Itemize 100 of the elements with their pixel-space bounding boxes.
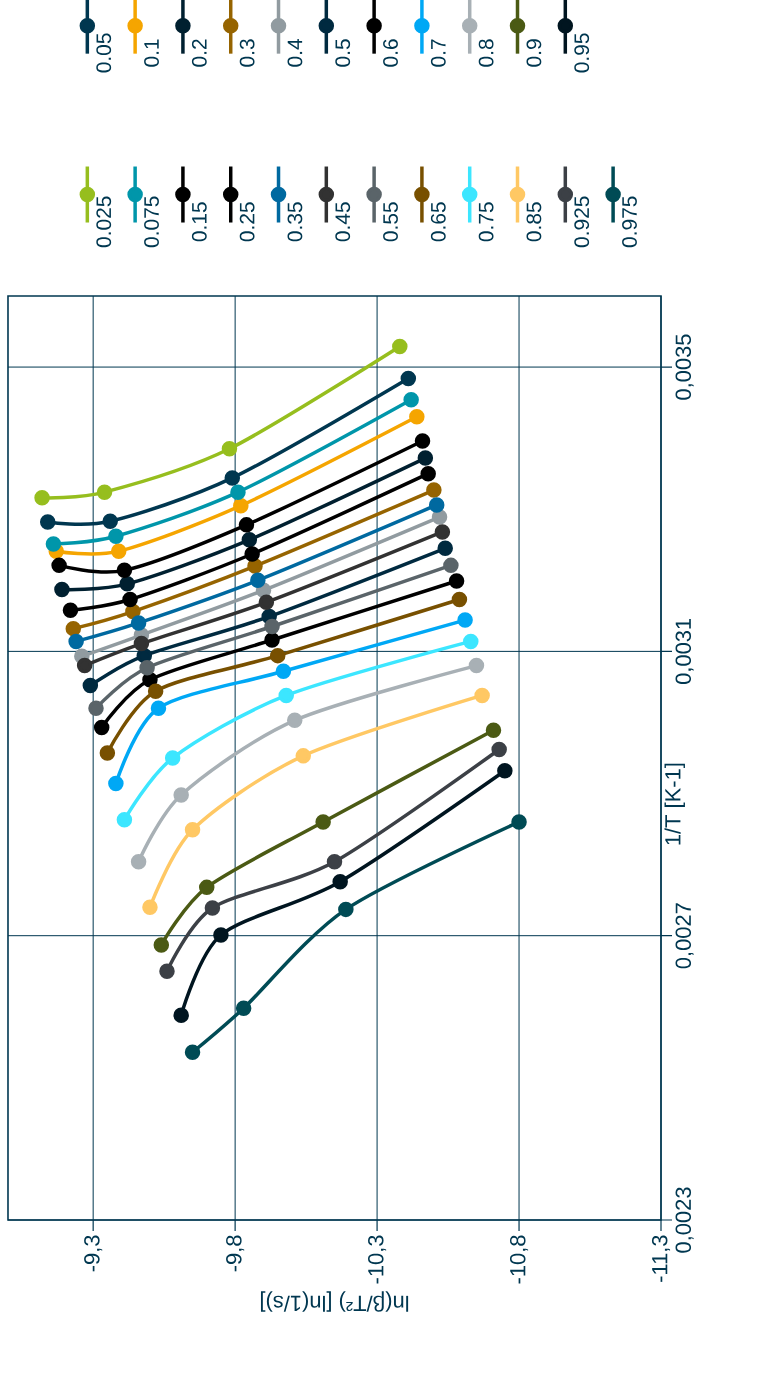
- legend-label: 0.6: [383, 39, 398, 67]
- legend-label: 0.5: [335, 39, 351, 67]
- y-tick-label: 0,0031: [675, 618, 694, 685]
- point: [88, 700, 104, 716]
- point: [224, 470, 241, 486]
- point: [198, 879, 215, 896]
- x-tick-label: -10,3: [368, 1235, 387, 1284]
- point: [159, 963, 175, 979]
- y-tick-label: 0,0023: [675, 1187, 694, 1253]
- legend-label: 0.45: [335, 202, 351, 242]
- point: [392, 338, 408, 355]
- point: [409, 409, 425, 425]
- legend-label: 0.15: [191, 202, 207, 242]
- point: [275, 663, 292, 680]
- point: [241, 532, 258, 548]
- point: [338, 901, 354, 918]
- point: [108, 528, 124, 544]
- point: [414, 433, 431, 449]
- legend-label: 0.4: [287, 39, 303, 67]
- point: [264, 618, 280, 635]
- point: [434, 524, 451, 540]
- y-tick-label: 0,0035: [675, 334, 694, 400]
- point: [497, 763, 513, 779]
- legend-label: 0.25: [239, 202, 255, 242]
- point: [244, 546, 260, 562]
- point: [133, 635, 150, 652]
- point: [204, 900, 221, 916]
- point: [96, 484, 113, 500]
- x-tick-label: -11,3: [651, 1235, 671, 1282]
- point: [511, 814, 527, 830]
- x-tick-label: -9,8: [226, 1235, 245, 1272]
- point: [76, 657, 93, 674]
- legend-label: 0.3: [239, 39, 255, 67]
- point: [34, 490, 50, 506]
- point: [247, 558, 263, 574]
- legend-label: 0.025: [96, 196, 112, 248]
- point: [468, 657, 485, 674]
- point: [457, 612, 473, 628]
- legend-label: 0.2: [191, 39, 207, 67]
- point: [278, 687, 294, 704]
- point: [116, 562, 133, 579]
- point: [82, 677, 99, 694]
- point: [130, 854, 147, 870]
- x-tick-label: -9,3: [84, 1235, 103, 1272]
- y-tick-label: 0,0027: [675, 903, 694, 969]
- point: [417, 450, 434, 466]
- legend-label: 0.975: [622, 196, 637, 248]
- point: [116, 812, 133, 828]
- point: [295, 748, 312, 764]
- point: [65, 620, 82, 637]
- point: [233, 497, 249, 514]
- point: [491, 741, 507, 758]
- point: [102, 513, 118, 530]
- point: [326, 854, 343, 870]
- point: [39, 514, 56, 530]
- point: [142, 899, 158, 916]
- point: [173, 787, 189, 803]
- point: [45, 536, 62, 552]
- point: [474, 687, 490, 704]
- point: [139, 659, 155, 676]
- legend-label: 0.95: [574, 33, 590, 73]
- legend-label: 0.8: [478, 39, 494, 67]
- point: [238, 517, 255, 533]
- point: [54, 581, 70, 598]
- point: [264, 632, 280, 648]
- point: [448, 573, 465, 589]
- legend-label: 0.35: [287, 202, 303, 242]
- point: [68, 633, 84, 650]
- legend-label: 0.55: [383, 202, 398, 242]
- point: [315, 814, 331, 830]
- point: [420, 465, 436, 482]
- point: [485, 722, 502, 739]
- point: [221, 441, 238, 457]
- point: [153, 937, 170, 953]
- point: [428, 497, 445, 513]
- point: [213, 927, 229, 943]
- point: [451, 591, 468, 608]
- x-axis-title: ln(β/T²) [ln(1/s)]: [260, 1291, 409, 1312]
- point: [235, 1000, 252, 1016]
- point: [258, 594, 275, 611]
- point: [122, 591, 138, 608]
- point: [250, 572, 266, 589]
- point: [269, 647, 286, 664]
- point: [403, 392, 419, 408]
- legend-label: 0.075: [144, 196, 159, 248]
- x-tick-label: -10,8: [509, 1235, 529, 1284]
- point: [110, 543, 127, 559]
- point: [431, 509, 448, 525]
- legend-label: 0.7: [430, 39, 446, 67]
- point: [463, 633, 479, 650]
- legend-label: 0.85: [526, 202, 542, 242]
- point: [99, 745, 116, 761]
- point: [443, 557, 459, 574]
- point: [62, 602, 79, 618]
- point: [426, 482, 442, 498]
- point: [164, 750, 181, 766]
- point: [437, 540, 453, 557]
- legend-label: 0.75: [478, 202, 494, 242]
- point: [287, 712, 303, 729]
- point: [147, 683, 164, 699]
